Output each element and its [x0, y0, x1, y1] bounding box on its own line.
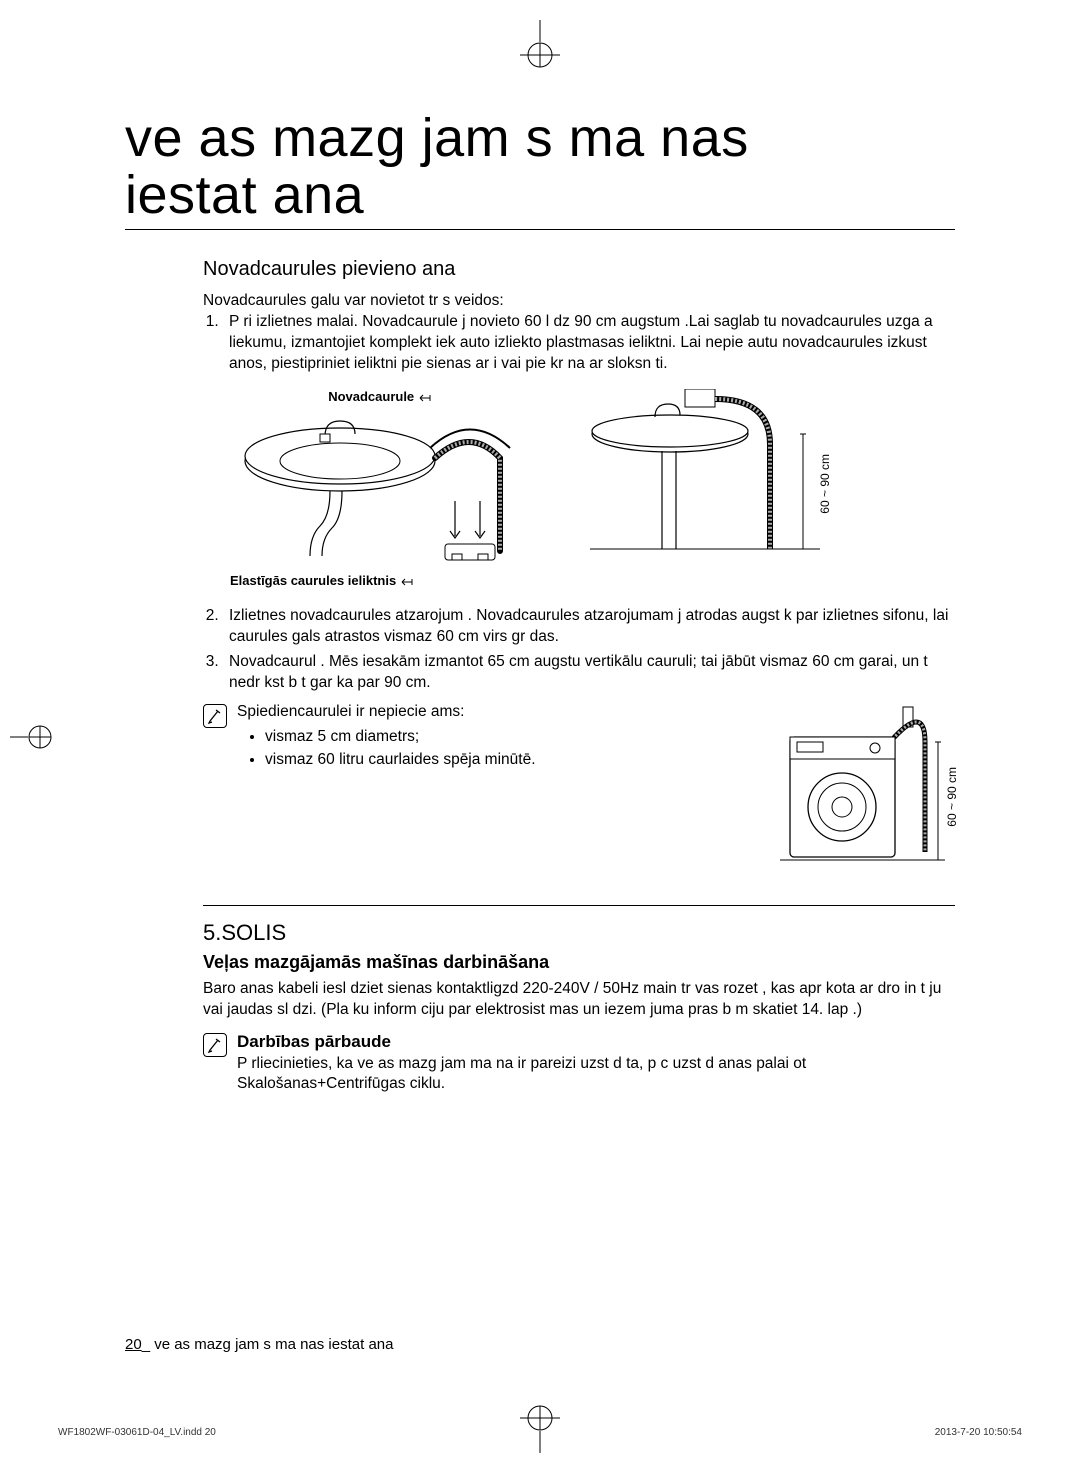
step5-sub: Veļas mazgājamās mašīnas darbināšana	[203, 952, 955, 973]
note-b2: vismaz 60 litru caurlaides spēja minūtē.	[265, 750, 536, 771]
crop-mark-left	[10, 712, 60, 762]
page-title: ve as mazg jam s ma nas iestat ana	[125, 110, 955, 230]
page-footer-label: _ ve as mazg jam s ma nas iestat ana	[142, 1336, 394, 1353]
note-b1: vismaz 5 cm diametrs;	[265, 727, 536, 748]
imprint-right: 2013-7-20 10:50:54	[935, 1427, 1022, 1438]
arrow-icon	[400, 577, 414, 587]
title-line1: ve as mazg jam s ma nas	[125, 108, 749, 168]
check-body: P rliecinieties, ka ve as mazg jam ma na…	[237, 1054, 955, 1096]
drain-item-1: P ri izlietnes malai. Novadcaurule j nov…	[223, 312, 955, 375]
note-bullets: vismaz 5 cm diametrs; vismaz 60 litru ca…	[237, 727, 536, 771]
page-number: 20	[125, 1336, 142, 1353]
step5-body: Baro anas kabeli iesl dziet sienas konta…	[203, 979, 955, 1021]
drain-list-2: Izlietnes novadcaurules atzarojum . Nova…	[203, 606, 955, 694]
arrow-icon	[418, 393, 432, 403]
sink-svg-right	[590, 389, 850, 579]
drain-intro: Novadcaurules galu var novietot tr s vei…	[203, 291, 955, 312]
title-line2: iestat ana	[125, 165, 364, 225]
crop-mark-bottom	[510, 1393, 570, 1453]
height-label-1: 60 ~ 90 cm	[818, 454, 832, 514]
diagram-row-1: Novadcaurule	[125, 389, 955, 588]
crop-mark-top	[510, 20, 570, 80]
check-body-wrap: Darbības pārbaude P rliecinieties, ka ve…	[237, 1031, 955, 1096]
drain-item-3: Novadcaurul . Mēs iesakām izmantot 65 cm…	[223, 652, 955, 694]
drain-heading: Novadcaurules pievieno ana	[203, 258, 955, 281]
imprint-left: WF1802WF-03061D-04_LV.indd 20	[58, 1427, 216, 1438]
drain-list: P ri izlietnes malai. Novadcaurule j nov…	[203, 312, 955, 375]
page-footer: 20_ ve as mazg jam s ma nas iestat ana	[125, 1336, 393, 1353]
drain-item-2: Izlietnes novadcaurules atzarojum . Nova…	[223, 606, 955, 648]
note-icon	[203, 704, 227, 728]
hose-label: Novadcaurule	[328, 389, 414, 404]
washer-figure: 60 ~ 90 cm	[775, 702, 955, 887]
height-label-2: 60 ~ 90 cm	[945, 767, 959, 827]
sink-diagram-right: 60 ~ 90 cm	[590, 389, 850, 588]
sink-diagram-left: Novadcaurule	[230, 389, 530, 588]
page-content: ve as mazg jam s ma nas iestat ana Novad…	[125, 110, 955, 1095]
drain-item-3-lead: Novadcaurul .	[229, 653, 325, 670]
guide-label: Elastīgās caurules ieliktnis	[230, 573, 396, 588]
note-body: Spiediencaurulei ir nepiecie ams: vismaz…	[237, 702, 536, 773]
drain-item-3-rest: Mēs iesakām izmantot 65 cm augstu vertik…	[229, 653, 928, 691]
washer-svg	[775, 702, 955, 882]
check-head: Darbības pārbaude	[237, 1031, 955, 1054]
note-icon	[203, 1033, 227, 1057]
note-block: Spiediencaurulei ir nepiecie ams: vismaz…	[203, 702, 955, 887]
sink-svg-left	[230, 406, 530, 566]
check-block: Darbības pārbaude P rliecinieties, ka ve…	[203, 1031, 955, 1096]
note-lead: Spiediencaurulei ir nepiecie ams:	[237, 702, 536, 723]
step5-head: 5.SOLIS	[203, 920, 955, 946]
section-divider	[203, 905, 955, 906]
